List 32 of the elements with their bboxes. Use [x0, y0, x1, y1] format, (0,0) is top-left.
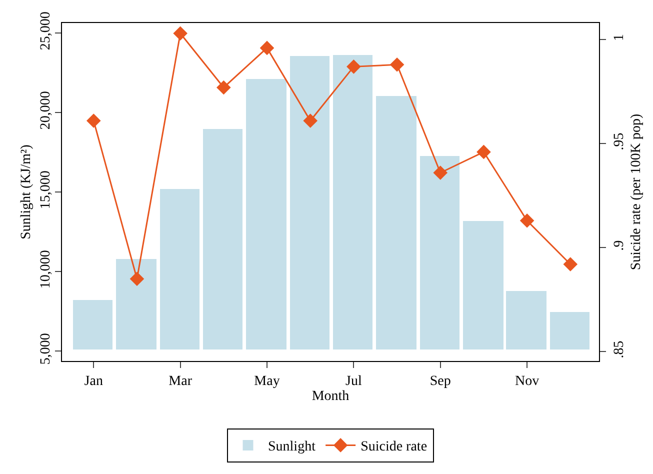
- point: [476, 144, 491, 160]
- x-tick-label: Sep: [430, 374, 451, 389]
- y2-tick-label: .9: [612, 240, 627, 251]
- point: [86, 114, 101, 128]
- y-tick-label: 15,000: [38, 170, 54, 210]
- y-tick-label: 10,000: [38, 250, 54, 289]
- point: [173, 26, 188, 41]
- x-tick-label: Jul: [346, 374, 362, 389]
- y-tick-label: 20,000: [38, 91, 54, 130]
- point: [433, 166, 448, 180]
- x-tick-label: Mar: [168, 374, 192, 389]
- y2-axis-title: Suicide rate (per 100K pop): [629, 114, 644, 270]
- point: [520, 213, 534, 228]
- point: [216, 80, 231, 95]
- point: [563, 257, 578, 272]
- point: [390, 57, 404, 72]
- point: [260, 40, 274, 56]
- y-axis-title: Sunlight (KJ/m²): [19, 144, 34, 240]
- point: [346, 60, 361, 74]
- x-axis-title: Month: [312, 389, 350, 404]
- legend-label: Sunlight: [268, 440, 316, 455]
- legend-label: Suicide rate: [360, 440, 428, 455]
- y2-tick-label: .95: [612, 132, 627, 150]
- x-tick-label: Nov: [514, 374, 540, 389]
- x-tick-label: Jan: [84, 374, 103, 389]
- x-tick-label: May: [254, 374, 280, 389]
- point: [303, 114, 318, 128]
- y-tick-label: 25,000: [38, 12, 54, 50]
- y2-tick-label: .85: [612, 340, 627, 358]
- point: [130, 272, 144, 286]
- y-tick-label: 5,000: [38, 333, 54, 365]
- y2-tick-label: 1: [612, 34, 627, 42]
